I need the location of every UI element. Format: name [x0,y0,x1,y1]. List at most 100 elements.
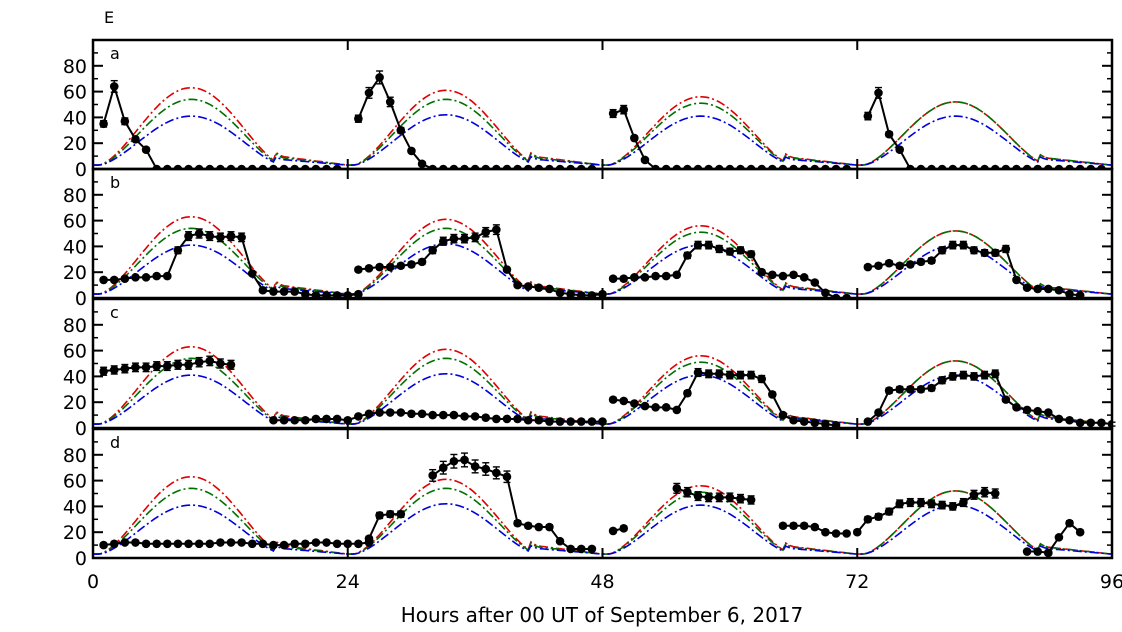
data-point [513,414,522,424]
x-axis-title: Hours after 00 UT of September 6, 2017 [401,603,804,627]
data-point [810,418,820,428]
data-point [513,280,522,290]
data-point [1065,415,1074,425]
y-tick-label: 0 [75,288,87,310]
data-point [460,412,469,421]
data-point [184,360,193,370]
data-point [1075,291,1085,298]
data-point [714,244,724,254]
data-point [417,159,427,169]
model-curve-3 [93,372,1112,425]
data-point [799,273,809,282]
data-point [789,521,798,531]
data-point [608,109,618,118]
data-point [311,538,321,547]
data-point [980,487,989,497]
data-point [396,126,406,135]
data-point [258,539,268,549]
data-point [470,462,480,471]
data-point [1033,406,1042,416]
data-point [778,521,788,531]
data-point [173,245,183,255]
data-point [725,493,735,502]
data-point [269,287,278,296]
y-tick-label: 80 [63,56,87,78]
x-tick-label: 72 [845,571,869,593]
data-point [279,540,289,550]
data-point [619,524,629,533]
data-point [863,515,873,524]
data-point [99,119,108,129]
data-point [364,534,374,543]
data-point [842,293,851,298]
data-point [566,417,575,426]
data-point [874,88,883,98]
y-tick-label: 20 [63,522,87,544]
data-point [768,270,777,280]
data-point [407,409,416,419]
panel-label: d [110,433,120,452]
data-point [364,409,374,419]
data-point [109,82,119,91]
data-point [693,368,703,377]
data-point [131,135,140,144]
data-point [258,285,268,295]
panel-label: a [110,44,120,63]
panel-frame [91,38,1114,171]
data-point [534,283,544,292]
y-tick-label: 80 [63,185,87,207]
data-point [152,271,161,281]
observation-line [1047,521,1081,554]
data-point [545,522,554,532]
y-tick-label: 80 [63,445,87,467]
data-point [375,408,384,417]
data-point [481,413,491,422]
data-point [927,256,936,265]
y-tick-label: 0 [75,418,87,440]
data-point [184,539,193,549]
data-point [428,471,437,480]
data-point [1054,285,1064,295]
data-point [566,289,575,298]
panel-frame [91,427,1114,560]
data-point [1086,418,1096,428]
y-tick-label: 40 [63,496,87,518]
observation-line [866,89,1102,169]
data-point [354,539,363,549]
data-point [937,375,947,385]
panel-d: 0 20 40 60 80 d [63,427,1114,570]
data-point [704,493,713,502]
data-point [1054,533,1064,542]
data-point [831,293,841,298]
data-point [927,383,936,393]
data-point [789,270,798,280]
x-tick-label: 96 [1100,571,1122,593]
model-curve-1 [93,86,1112,166]
data-point [619,396,629,406]
data-point [322,538,331,547]
data-point [906,498,915,507]
data-point [948,240,958,250]
data-point [1054,414,1064,424]
data-point [385,509,395,519]
data-point [725,370,735,380]
data-point [99,540,108,550]
data-point [884,386,894,395]
data-point [661,403,671,412]
data-point [863,417,873,426]
data-point [948,372,958,381]
data-point [1001,244,1011,254]
data-point [576,544,586,554]
data-point [502,414,512,424]
data-point [587,291,597,298]
data-point [555,536,565,546]
data-point [438,236,448,246]
data-point [619,105,629,114]
panels-group: 0 20 40 60 80 a 0 20 40 60 80 b 0 20 40 60 80 c 0 20 40 60 80 d [63,38,1116,570]
data-point [895,385,905,394]
data-point [959,240,968,250]
data-point [163,539,172,549]
data-point [821,419,830,428]
data-point [99,366,108,376]
